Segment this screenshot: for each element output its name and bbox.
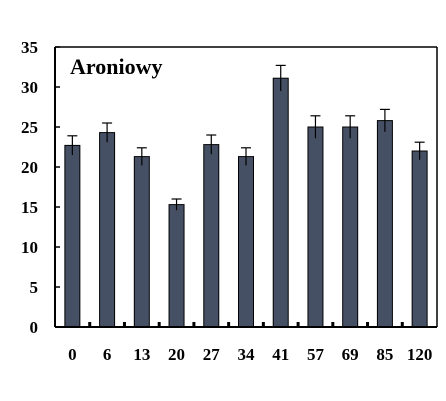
bar-27 — [203, 144, 220, 328]
y-ticks-group: 0 5 10 15 20 25 30 35 — [21, 38, 60, 337]
error-bar-27 — [206, 134, 217, 155]
error-bar-41 — [275, 64, 286, 91]
bar-0 — [64, 144, 81, 328]
y-tick-label-0: 0 — [30, 318, 39, 337]
y-tick-label-5: 5 — [30, 278, 39, 297]
error-bar-69 — [345, 115, 356, 139]
y-tick-label-15: 15 — [21, 198, 38, 217]
error-bar-0 — [67, 135, 78, 155]
bar-120 — [411, 150, 428, 328]
error-bar-120 — [414, 141, 425, 160]
error-bar-13 — [136, 147, 147, 166]
bar-41 — [272, 77, 289, 328]
y-tick-label-20: 20 — [21, 158, 38, 177]
bar-34 — [238, 156, 254, 328]
y-tick-label-10: 10 — [21, 238, 38, 257]
x-ticks-group: 0 6 13 20 27 34 41 57 69 85 120 — [68, 322, 432, 364]
x-tick-label-20: 20 — [168, 345, 185, 364]
x-tick-label-34: 34 — [238, 345, 256, 364]
x-tick-label-85: 85 — [376, 345, 393, 364]
bar-20 — [168, 204, 185, 328]
x-tick-label-13: 13 — [133, 345, 150, 364]
bar-57 — [307, 126, 324, 328]
bar-69 — [342, 126, 359, 328]
error-bar-20 — [171, 198, 182, 211]
x-tick-label-69: 69 — [342, 345, 359, 364]
x-tick-label-41: 41 — [272, 345, 289, 364]
error-bar-85 — [379, 108, 390, 132]
y-tick-label-35: 35 — [21, 38, 38, 57]
y-tick-label-25: 25 — [21, 118, 38, 137]
bar-85 — [376, 120, 393, 328]
x-tick-label-120: 120 — [407, 345, 433, 364]
x-tick-label-6: 6 — [103, 345, 112, 364]
chart-title: Aroniowy — [70, 54, 163, 79]
error-bars-group — [67, 64, 425, 211]
bar-6 — [99, 132, 116, 328]
axes-group — [54, 46, 438, 328]
bar-13 — [133, 156, 150, 328]
y-tick-label-30: 30 — [21, 78, 38, 97]
bars-group — [64, 77, 428, 328]
error-bar-57 — [310, 115, 321, 139]
x-tick-label-57: 57 — [307, 345, 325, 364]
x-tick-label-0: 0 — [68, 345, 77, 364]
x-tick-label-27: 27 — [203, 345, 221, 364]
error-bar-6 — [102, 122, 113, 143]
error-bar-34 — [241, 147, 251, 166]
